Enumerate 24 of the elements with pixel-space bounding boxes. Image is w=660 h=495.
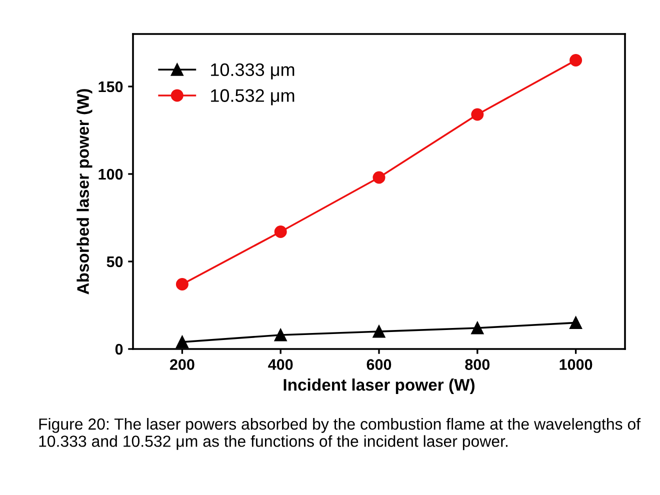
- point: [372, 171, 386, 184]
- legend-label: 10.333 μm: [211, 63, 294, 80]
- point: [274, 226, 287, 238]
- point: [274, 328, 287, 342]
- y-tick-label: 50: [106, 256, 123, 268]
- point: [372, 325, 386, 338]
- y-tick-label: 150: [98, 81, 123, 92]
- y-tick-label: 100: [98, 168, 123, 180]
- x-tick-label: 200: [170, 359, 194, 370]
- legend-label: 10.532 μm: [211, 89, 294, 106]
- x-tick-label: 400: [268, 359, 293, 370]
- x-axis-title: Incident laser power (W): [284, 378, 474, 394]
- x-tick-label: 600: [366, 359, 392, 370]
- caption: Figure 20: The laser powers absorbed by the combustion flame at the wavelengths of 10.333 and 10.532 μm as the functions of the incident laser power.: [39, 418, 641, 450]
- point: [570, 54, 582, 66]
- y-axis-title: Absorbed laser power (W): [76, 89, 92, 294]
- point: [471, 322, 484, 334]
- y-tick-label: 0: [115, 344, 123, 355]
- x-tick-label: 1000: [560, 359, 592, 370]
- point: [176, 336, 188, 348]
- x-tick-label: 800: [465, 359, 490, 370]
- point: [471, 108, 484, 121]
- point: [570, 316, 582, 329]
- point: [176, 278, 188, 290]
